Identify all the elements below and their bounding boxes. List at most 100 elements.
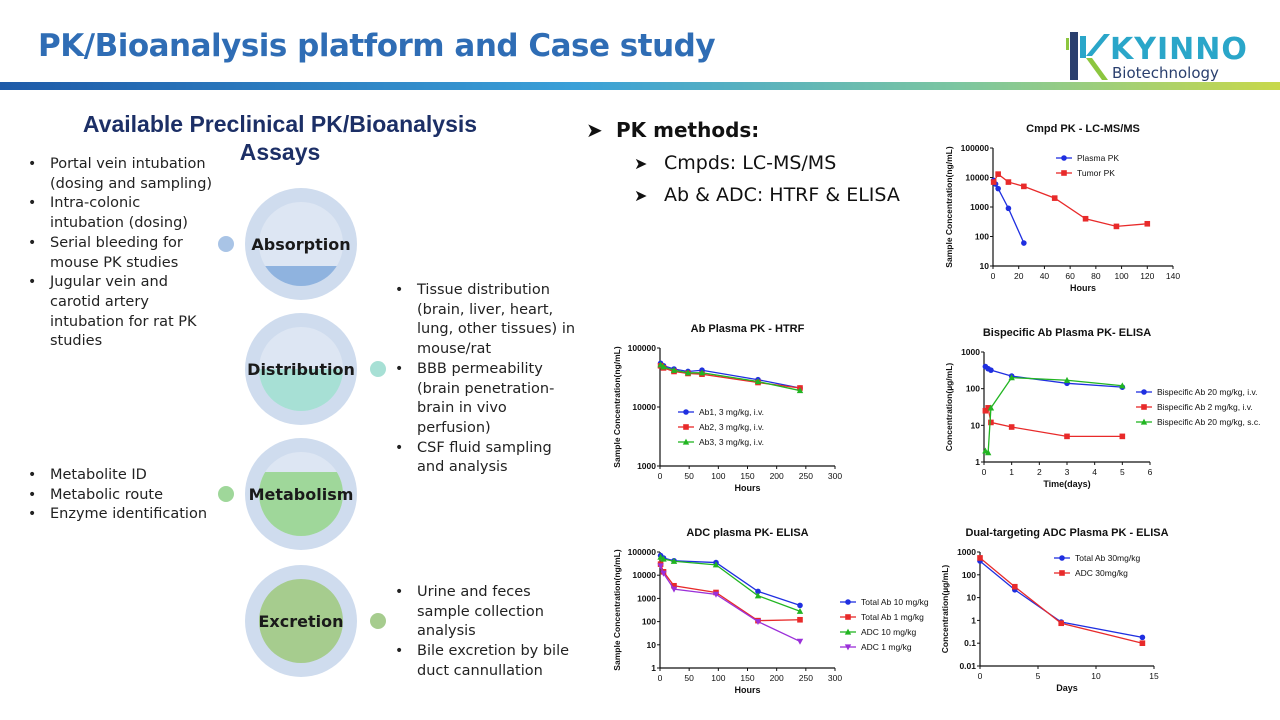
y-tick-label: 1000	[957, 547, 976, 557]
legend-entry: Bispecific Ab 2 mg/kg, i.v.	[1136, 402, 1253, 412]
data-point	[797, 616, 803, 623]
chart-series	[657, 561, 803, 624]
data-point	[670, 366, 678, 373]
legend-marker	[845, 614, 851, 620]
x-tick-label: 0	[658, 673, 663, 683]
x-axis-label: Hours	[1070, 283, 1096, 293]
data-point	[660, 555, 667, 562]
y-tick-label: 0.1	[964, 638, 976, 648]
data-point	[1012, 583, 1018, 590]
arrow-bullet-icon: ➤	[634, 186, 648, 205]
data-point	[671, 582, 677, 589]
y-tick-label: 100	[962, 570, 976, 580]
y-tick-label: 10000	[632, 570, 656, 580]
legend-marker	[1141, 404, 1147, 410]
x-tick-label: 300	[828, 673, 842, 683]
legend-entry: Bispecific Ab 20 mg/kg, s.c.	[1136, 417, 1260, 427]
data-point	[754, 619, 762, 625]
pk-method-label: Ab & ADC: HTRF & ELISA	[664, 184, 900, 206]
data-point	[988, 367, 994, 373]
x-tick-label: 5	[1036, 671, 1041, 681]
legend-entry: Bispecific Ab 20 mg/kg, i.v.	[1136, 387, 1257, 397]
x-tick-label: 5	[1120, 467, 1125, 477]
x-tick-label: 300	[828, 471, 842, 481]
chart-ab-plasma-pk: Ab Plasma PK - HTRF 0 50 100 150 200 250 300 100…	[612, 323, 842, 493]
legend-label: Ab2, 3 mg/kg, i.v.	[699, 422, 764, 432]
absorption-dot	[218, 236, 234, 252]
data-point	[755, 588, 761, 595]
y-tick-label: 0.01	[959, 661, 976, 671]
pk-methods-heading: PK methods:	[616, 118, 760, 142]
data-point	[796, 638, 804, 645]
series-line	[660, 362, 801, 389]
y-tick-label: 1000	[637, 461, 656, 471]
chart-cmpd-pk: Cmpd PK - LC-MS/MS 0 20 40 60 80 100 120 140 10 10…	[944, 123, 1180, 293]
y-tick-label: 10	[980, 261, 990, 271]
y-tick-label: 1	[971, 615, 976, 625]
chart-title: ADC plasma PK- ELISA	[686, 527, 808, 539]
stage-distribution-label: Distribution	[247, 359, 355, 379]
legend-entry: ADC 30mg/kg	[1054, 568, 1128, 578]
data-point	[1021, 240, 1027, 246]
data-point	[657, 563, 664, 570]
y-tick-label: 1	[975, 457, 980, 467]
y-axis-label: Concentration(µg/mL)	[944, 363, 954, 452]
data-point	[1005, 205, 1012, 212]
series-line	[979, 560, 1143, 639]
stage-distribution: Distribution	[245, 313, 357, 425]
list-item: Metabolic route	[28, 486, 218, 506]
legend-entry: ADC 10 mg/kg	[840, 627, 917, 637]
data-point	[796, 387, 804, 394]
series-line	[985, 376, 1123, 454]
legend-label: Bispecific Ab 20 mg/kg, i.v.	[1157, 387, 1257, 397]
data-point	[984, 449, 992, 456]
legend-marker	[682, 438, 690, 445]
x-tick-label: 100	[1114, 271, 1128, 281]
assays-title-line1: Available Preclinical PK/Bioanalysis	[82, 111, 478, 137]
legend-entry: Plasma PK	[1056, 153, 1119, 163]
metabolism-dot	[218, 486, 234, 502]
pk-methods: ➤ PK methods: ➤ Cmpds: LC-MS/MS ➤ Ab & A…	[586, 118, 900, 216]
header-gradient-band	[0, 82, 1280, 90]
data-point	[987, 404, 995, 411]
y-tick-label: 100	[966, 384, 980, 394]
pk-methods-heading-row: ➤ PK methods:	[586, 118, 900, 148]
metabolism-list: Metabolite ID Metabolic route Enzyme ide…	[28, 466, 218, 525]
legend-label: ADC 10 mg/kg	[861, 627, 917, 637]
legend-marker	[683, 409, 689, 415]
x-tick-label: 15	[1149, 671, 1159, 681]
stage-metabolism: Metabolism	[245, 438, 357, 550]
data-point	[990, 179, 997, 185]
legend-marker	[1059, 555, 1065, 561]
chart-series	[982, 374, 1126, 456]
legend-label: Total Ab 30mg/kg	[1075, 553, 1140, 563]
data-point	[684, 369, 692, 376]
x-axis-label: Hours	[734, 685, 760, 695]
x-tick-label: 50	[684, 471, 694, 481]
list-item: Metabolite ID	[28, 466, 218, 486]
legend-label: Total Ab 10 mg/kg	[861, 597, 929, 607]
chart-series	[657, 563, 804, 645]
data-point	[660, 570, 667, 577]
data-point	[660, 363, 667, 370]
legend-label: ADC 30mg/kg	[1075, 568, 1128, 578]
y-tick-label: 100000	[628, 547, 657, 557]
absorption-list: Portal vein intubation (dosing and sampl…	[28, 155, 218, 352]
legend-entry: ADC 1 mg/kg	[840, 642, 912, 652]
chart-series	[982, 363, 1126, 390]
x-tick-label: 150	[740, 471, 754, 481]
y-tick-label: 100000	[961, 143, 990, 153]
legend-entry: Ab1, 3 mg/kg, i.v.	[678, 407, 764, 417]
data-point	[1113, 223, 1120, 230]
data-point	[1144, 220, 1151, 227]
legend-label: Bispecific Ab 2 mg/kg, i.v.	[1157, 402, 1253, 412]
x-tick-label: 0	[978, 671, 983, 681]
list-item: Serial bleeding for mouse PK studies	[28, 234, 218, 273]
data-point	[985, 405, 991, 411]
legend-label: Bispecific Ab 20 mg/kg, s.c.	[1157, 417, 1260, 427]
x-tick-label: 20	[1014, 271, 1024, 281]
series-line	[993, 173, 1148, 228]
series-line	[660, 555, 801, 607]
